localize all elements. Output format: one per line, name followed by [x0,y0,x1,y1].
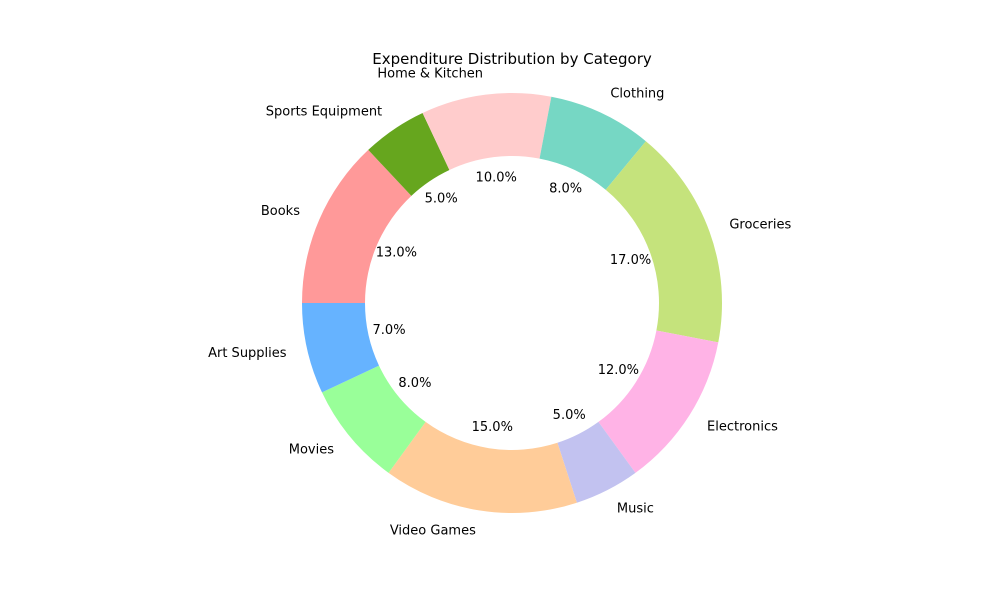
pct-label-home-and-kitchen: 10.0% [476,170,517,185]
slice-groceries [605,141,722,343]
category-label-sports-equipment: Sports Equipment [266,104,382,119]
category-label-music: Music [617,501,654,516]
slice-video-games [388,421,577,513]
category-label-groceries: Groceries [729,217,791,232]
category-label-home-and-kitchen: Home & Kitchen [377,66,483,81]
slice-books [302,149,412,303]
pct-label-books: 13.0% [376,245,417,260]
pct-label-electronics: 12.0% [598,363,639,378]
slices-layer [302,93,722,513]
pct-label-clothing: 8.0% [549,181,582,196]
category-label-video-games: Video Games [390,524,476,539]
pct-label-groceries: 17.0% [610,253,651,268]
category-label-movies: Movies [289,443,334,458]
pct-label-video-games: 15.0% [472,420,513,435]
category-label-electronics: Electronics [707,419,778,434]
chart-title: Expenditure Distribution by Category [372,50,652,68]
slice-movies [321,365,426,473]
slice-electronics [598,330,719,473]
pct-label-movies: 8.0% [398,376,431,391]
pct-label-music: 5.0% [553,408,586,423]
category-label-art-supplies: Art Supplies [208,346,287,361]
labels-layer: Books 13.0% Sports Equipment 5.0% Home & Kit… [208,66,791,538]
category-label-books: Books [261,204,300,219]
slice-sports-equipment [368,112,450,196]
pct-label-art-supplies: 7.0% [373,323,406,338]
slice-music [557,421,636,503]
pct-label-sports-equipment: 5.0% [425,191,458,206]
slice-home-and-kitchen [422,93,552,170]
category-label-clothing: Clothing [610,86,664,101]
slice-art-supplies [302,303,379,393]
slice-clothing [539,96,646,190]
